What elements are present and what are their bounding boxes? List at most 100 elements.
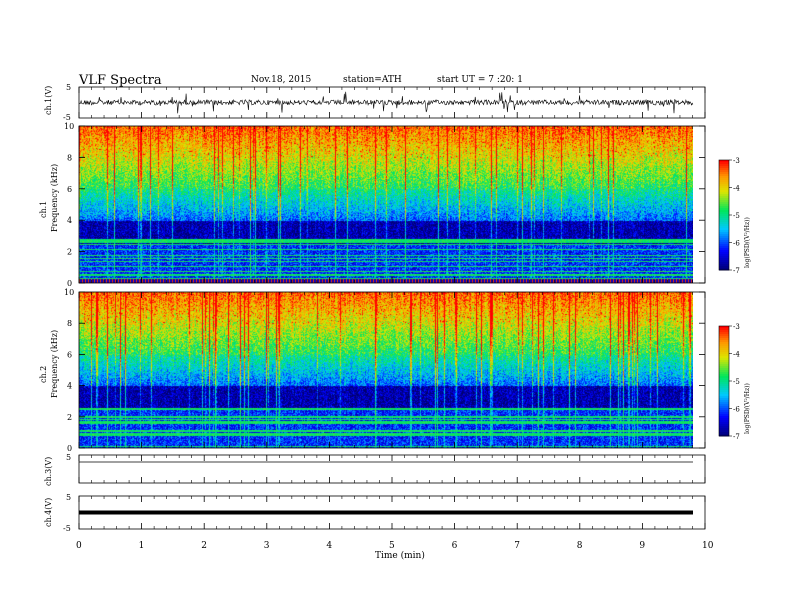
ch2-colorbar-cell <box>719 382 729 385</box>
ch2-colorbar-cell <box>719 354 729 357</box>
ch1-colorbar-cell <box>719 254 729 257</box>
ch1-spectrogram-ytick-label: 10 <box>64 122 74 131</box>
ch2-colorbar-cell <box>719 348 729 351</box>
ch1-colorbar-cell <box>719 172 729 175</box>
ch1-colorbar-cell <box>719 218 729 221</box>
ch2-colorbar-cell <box>719 352 729 355</box>
ch1-colorbar-cell <box>719 246 729 249</box>
ch2-colorbar-cell <box>719 334 729 337</box>
ch1-colorbar-cell <box>719 200 729 203</box>
ch2-colorbar-cell <box>719 332 729 335</box>
ch2-colorbar-cell <box>719 336 729 339</box>
ch2-colorbar-cell <box>719 372 729 375</box>
ch1-colorbar-cell <box>719 204 729 207</box>
ch2-colorbar-cell <box>719 370 729 373</box>
time-axis-ticks <box>78 87 706 529</box>
ch2-colorbar-cell <box>719 412 729 415</box>
ch1-colorbar-cell <box>719 182 729 185</box>
ch1-spectrogram-ytick-label: 2 <box>67 248 72 257</box>
ch2-spectrogram-ytick-label: 4 <box>67 382 72 391</box>
ch1-colorbar-cell <box>719 262 729 265</box>
ch2-colorbar-tick-label: -5 <box>733 378 740 386</box>
ch2-colorbar-cell <box>719 366 729 369</box>
ch1-colorbar-cell <box>719 186 729 189</box>
ch2-colorbar-tick-label: -7 <box>733 433 740 441</box>
ch1-colorbar-cell <box>719 196 729 199</box>
ch2-colorbar-tick-label: -3 <box>733 323 740 331</box>
ch1-colorbar-cell <box>719 230 729 233</box>
ch1-spectrogram-yticks: 0 2 4 6 8 10 <box>64 122 705 288</box>
ch2-colorbar-cell <box>719 432 729 435</box>
ch1-spectrogram-ytick-label: 6 <box>67 185 72 194</box>
time-tick-label: 1 <box>139 541 145 551</box>
time-tick-label: 9 <box>639 541 645 551</box>
ch2-colorbar-cell <box>719 394 729 397</box>
time-axis-label: Time (min) <box>375 550 425 561</box>
ch1-colorbar-cell <box>719 194 729 197</box>
ch1-colorbar-cell <box>719 174 729 177</box>
ch1-colorbar-cell <box>719 264 729 267</box>
ch1-spectrogram-ytick-label: 0 <box>67 279 72 288</box>
ch1-colorbar-cell <box>719 258 729 261</box>
ch2-spectrogram-ylabel: Frequency (kHz) <box>50 330 59 398</box>
ch2-spectrogram-ytick-label: 8 <box>67 319 72 328</box>
ch2-spectrogram-ytick-label: 10 <box>64 288 74 297</box>
ch2-colorbar-cell <box>719 384 729 387</box>
ch1-colorbar-cell <box>719 208 729 211</box>
ch2-spectrogram-panel: 0 2 4 6 8 10 ch.2 Frequency (kHz) -3 -4 -5 -6 -7 l… <box>39 288 751 453</box>
ch1-colorbar-cell <box>719 176 729 179</box>
ch2-colorbar-cell <box>719 402 729 405</box>
ch2-colorbar-cell <box>719 390 729 393</box>
ch1-colorbar-cell <box>719 242 729 245</box>
ch1-colorbar-cell <box>719 236 729 239</box>
ch1-spectrogram-ytick-label: 4 <box>67 216 72 225</box>
figure-title: VLF Spectra <box>78 73 162 88</box>
ch1-colorbar-cell <box>719 256 729 259</box>
ch1-colorbar-tick-label: -4 <box>733 185 740 193</box>
ch3-ylabel: ch.3(V) <box>44 457 53 486</box>
ch1-colorbar-cell <box>719 260 729 263</box>
ch1-colorbar-cell <box>719 178 729 181</box>
ch1-spectrogram-image <box>79 126 693 283</box>
ch2-colorbar-cell <box>719 346 729 349</box>
ch4-waveform-panel: 5 -5 ch.4(V) <box>44 493 706 533</box>
ch1-colorbar-cell <box>719 252 729 255</box>
ch2-colorbar-cell <box>719 364 729 367</box>
ch2-colorbar-cell <box>719 422 729 425</box>
ch2-spectrogram-yticks: 0 2 4 6 8 10 <box>64 288 705 453</box>
ch2-colorbar-cell <box>719 404 729 407</box>
ch2-colorbar-cell <box>719 420 729 423</box>
ch1-colorbar-cell <box>719 180 729 183</box>
ch2-colorbar: -3 -4 -5 -6 -7 log(PSD/(V²/Hz)) <box>718 323 751 441</box>
ch1-colorbar-cell <box>719 220 729 223</box>
ch2-colorbar-cell <box>719 374 729 377</box>
ch2-colorbar-cell <box>719 400 729 403</box>
ch2-colorbar-cell <box>719 368 729 371</box>
ch1-colorbar-cell <box>719 164 729 167</box>
ch2-colorbar-cell <box>719 362 729 365</box>
ch1-colorbar-cell <box>719 240 729 243</box>
ch2-colorbar-tick-label: -6 <box>733 406 740 414</box>
ch1-colorbar-cell <box>719 228 729 231</box>
ch2-colorbar-cell <box>719 428 729 431</box>
ch2-colorbar-cell <box>719 388 729 391</box>
ch2-colorbar-cell <box>719 386 729 389</box>
ch1-spectrogram-ytick-label: 8 <box>67 153 72 162</box>
ch2-colorbar-cell <box>719 350 729 353</box>
ch1-colorbar-cell <box>719 216 729 219</box>
ch1-colorbar-tick-label: -3 <box>733 157 740 165</box>
ch1-colorbar-cell <box>719 206 729 209</box>
ch2-colorbar-cell <box>719 392 729 395</box>
ch2-spectrogram-ytick-label: 2 <box>67 413 72 422</box>
ch2-colorbar-cell <box>719 360 729 363</box>
ch1-colorbar-cell <box>719 170 729 173</box>
time-tick-label: 7 <box>514 541 520 551</box>
ch1-colorbar-cell <box>719 232 729 235</box>
ch1-ytick-top: 5 <box>66 83 71 92</box>
ch2-colorbar-cell <box>719 418 729 421</box>
ch2-colorbar-cell <box>719 356 729 359</box>
ch1-colorbar-cell <box>719 244 729 247</box>
ch2-colorbar-cell <box>719 358 729 361</box>
ch1-spectrogram-ylabel: Frequency (kHz) <box>50 164 59 232</box>
